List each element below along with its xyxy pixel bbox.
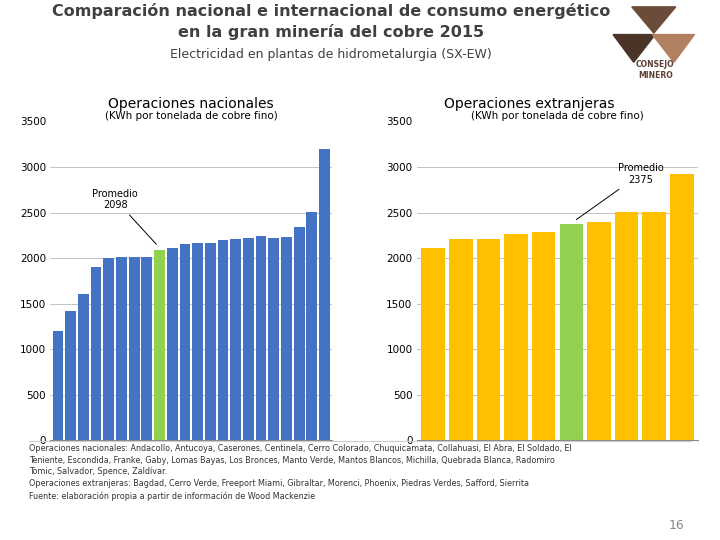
Text: Promedio
2375: Promedio 2375 [577,163,663,220]
Bar [116,257,127,440]
Bar [256,236,266,440]
Bar [205,242,216,440]
Bar [217,240,228,440]
Text: Promedio
2098: Promedio 2098 [92,188,156,244]
Bar [588,221,611,440]
Text: Electricidad en plantas de hidrometalurgia (SX-EW): Electricidad en plantas de hidrometalurg… [171,48,492,60]
Bar [192,244,203,440]
Text: Operaciones nacionales: Operaciones nacionales [108,97,274,111]
Text: en la gran minería del cobre 2015: en la gran minería del cobre 2015 [178,24,485,40]
Bar [78,294,89,440]
Bar [269,238,279,440]
Title: (KWh por tonelada de cobre fino): (KWh por tonelada de cobre fino) [105,111,278,121]
Bar [230,239,241,440]
Polygon shape [632,7,676,33]
Text: 16: 16 [668,519,684,532]
Bar [141,257,152,440]
Bar [670,174,693,440]
Text: Operaciones extranjeras: Operaciones extranjeras [444,97,614,111]
Polygon shape [613,35,655,62]
Bar [154,250,165,440]
Bar [477,239,500,440]
Bar [421,248,445,440]
Text: Comparación nacional e internacional de consumo energético: Comparación nacional e internacional de … [52,3,611,19]
Bar [615,212,639,440]
Bar [559,224,583,440]
Bar [504,234,528,440]
Bar [307,212,318,440]
Bar [449,239,472,440]
Bar [167,248,178,440]
Bar [294,227,305,440]
Bar [66,311,76,440]
Bar [179,245,190,440]
Bar [243,238,253,440]
Text: Operaciones nacionales: Andacollo, Antucoya, Caserones, Centinela, Cerro Colorad: Operaciones nacionales: Andacollo, Antuc… [29,444,572,501]
Bar [104,258,114,440]
Title: (KWh por tonelada de cobre fino): (KWh por tonelada de cobre fino) [471,111,644,121]
Bar [91,267,102,440]
Text: CONSEJO
MINERO: CONSEJO MINERO [636,59,675,79]
Polygon shape [652,35,695,62]
Bar [281,237,292,440]
Bar [642,212,666,440]
Bar [319,149,330,440]
Bar [129,257,140,440]
Bar [532,232,555,440]
Bar [53,331,63,440]
